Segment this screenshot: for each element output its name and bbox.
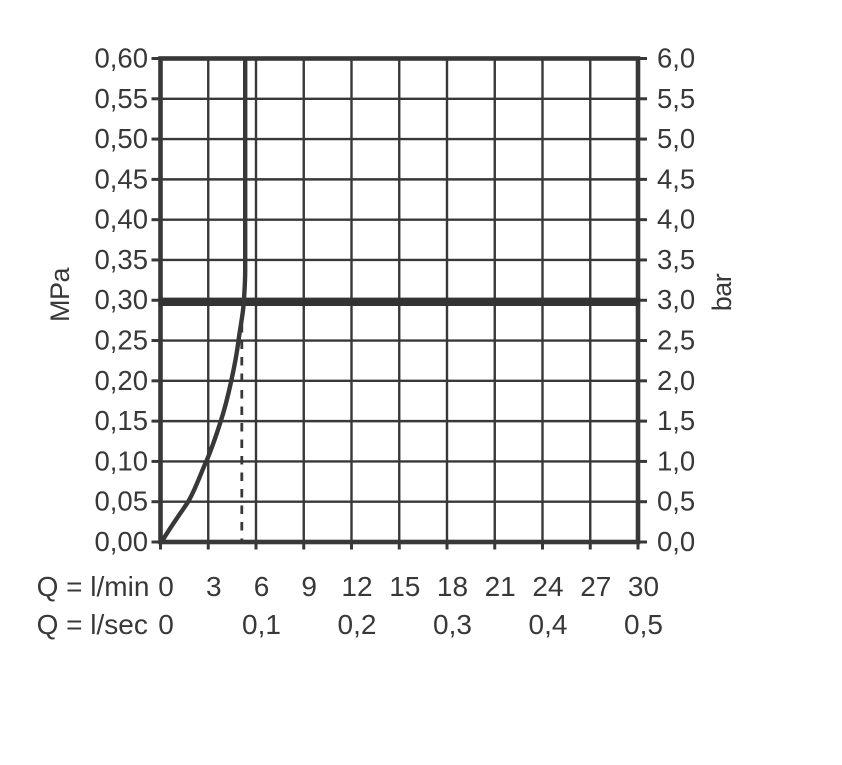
svg-text:MPa: MPa	[45, 267, 75, 323]
svg-text:0,35: 0,35	[94, 244, 148, 275]
svg-text:0,05: 0,05	[94, 486, 148, 517]
svg-text:6: 6	[254, 571, 270, 602]
svg-text:0: 0	[158, 609, 174, 640]
svg-text:bar: bar	[707, 273, 737, 311]
svg-text:21: 21	[485, 571, 516, 602]
svg-text:15: 15	[389, 571, 420, 602]
svg-text:24: 24	[532, 571, 563, 602]
svg-text:0,25: 0,25	[94, 325, 148, 356]
svg-text:3: 3	[206, 571, 222, 602]
svg-text:9: 9	[301, 571, 317, 602]
svg-text:27: 27	[580, 571, 611, 602]
svg-text:30: 30	[628, 571, 659, 602]
svg-text:0,1: 0,1	[242, 609, 281, 640]
svg-text:5,5: 5,5	[657, 83, 695, 114]
svg-text:2,0: 2,0	[657, 365, 695, 396]
svg-text:0,15: 0,15	[94, 405, 148, 436]
svg-text:0,4: 0,4	[529, 609, 568, 640]
svg-text:2,5: 2,5	[657, 325, 695, 356]
svg-text:Q = l/min: Q = l/min	[37, 571, 150, 602]
svg-text:1,5: 1,5	[657, 405, 695, 436]
svg-text:0,5: 0,5	[624, 609, 663, 640]
svg-text:0,50: 0,50	[94, 123, 148, 154]
svg-text:0,0: 0,0	[657, 526, 695, 557]
svg-text:18: 18	[437, 571, 468, 602]
svg-text:0,2: 0,2	[338, 609, 377, 640]
svg-text:5,0: 5,0	[657, 123, 695, 154]
svg-text:Q = l/sec: Q = l/sec	[37, 609, 148, 640]
svg-text:0,3: 0,3	[433, 609, 472, 640]
svg-text:0,5: 0,5	[657, 486, 695, 517]
svg-text:0,20: 0,20	[94, 365, 148, 396]
svg-text:12: 12	[341, 571, 372, 602]
svg-text:4,5: 4,5	[657, 163, 695, 194]
svg-text:0,10: 0,10	[94, 445, 148, 476]
svg-text:0,60: 0,60	[94, 43, 148, 74]
svg-text:6,0: 6,0	[657, 43, 695, 74]
svg-text:0,45: 0,45	[94, 163, 148, 194]
svg-text:0: 0	[158, 571, 174, 602]
svg-text:0,00: 0,00	[94, 526, 148, 557]
svg-text:3,5: 3,5	[657, 244, 695, 275]
svg-text:0,55: 0,55	[94, 83, 148, 114]
svg-text:0,40: 0,40	[94, 204, 148, 235]
svg-text:4,0: 4,0	[657, 204, 695, 235]
svg-text:3,0: 3,0	[657, 284, 695, 315]
svg-text:1,0: 1,0	[657, 445, 695, 476]
svg-text:0,30: 0,30	[94, 284, 148, 315]
